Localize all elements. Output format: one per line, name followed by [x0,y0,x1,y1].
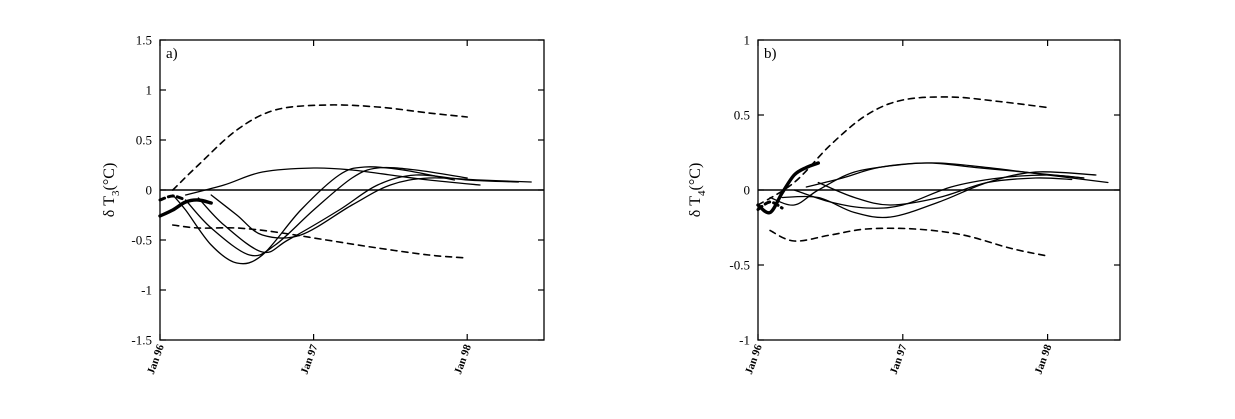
observed-thick-dashed-line [756,200,784,211]
y-tick-label: 0 [744,183,751,198]
y-axis-title-a: δ T3(°C) [101,163,122,218]
x-tick-label: Jan 98 [452,342,474,376]
forecast-line [805,162,1085,188]
series-group-b [756,96,1120,257]
y-tick-label: -0.5 [131,233,152,248]
dashed-bound-line [172,104,468,191]
y-tick-label: 1 [146,83,153,98]
y-ticks-b: 1 0.5 0 -0.5 -1 [729,33,1120,348]
y-tick-label: -1 [739,333,750,348]
x-ticks-b: Jan 96 Jan 97 Jan 98 [743,40,1055,376]
panel-a: a) δ T3(°C) 1.510.50-0.5-1-1.5 Jan 96 Jan… [101,33,545,376]
forecast-line [184,166,468,257]
forecast-line [793,174,1085,209]
forecast-line [172,166,456,265]
dashed-bound-line [172,224,468,259]
y-tick-label: 1.5 [136,33,152,48]
panel-label-a: a) [166,46,178,62]
observed-thick-dashed-line [158,194,188,202]
observed-thick-line [756,161,820,215]
y-tick-label: 0.5 [734,108,750,123]
dashed-bound-line [757,96,1049,206]
panel-b: b) δ T4(°C) 10.50-0.5-1 Jan 96 Jan 97 Jan … [687,33,1121,376]
y-tick-label: 0 [146,183,153,198]
forecast-line [184,167,481,196]
observed-thick-line [158,198,213,218]
x-tick-label: Jan 98 [1033,342,1055,376]
y-tick-label: 1 [744,33,751,48]
y-tick-label: -1 [141,283,152,298]
y-tick-label: -1.5 [131,333,152,348]
series-group-a [158,104,544,265]
y-tick-label: -0.5 [729,258,750,273]
x-tick-label: Jan 97 [299,342,321,376]
dashed-bound-line [769,227,1049,257]
forecast-line [197,174,520,254]
x-ticks-a: Jan 96 Jan 97 Jan 98 [145,40,474,376]
forecast-line [817,177,1073,206]
forecast-line [210,177,532,239]
y-axis-title-b: δ T4(°C) [687,163,708,218]
x-tick-label: Jan 97 [888,342,910,376]
y-tick-label: 0.5 [136,133,152,148]
panel-label-b: b) [764,46,777,62]
